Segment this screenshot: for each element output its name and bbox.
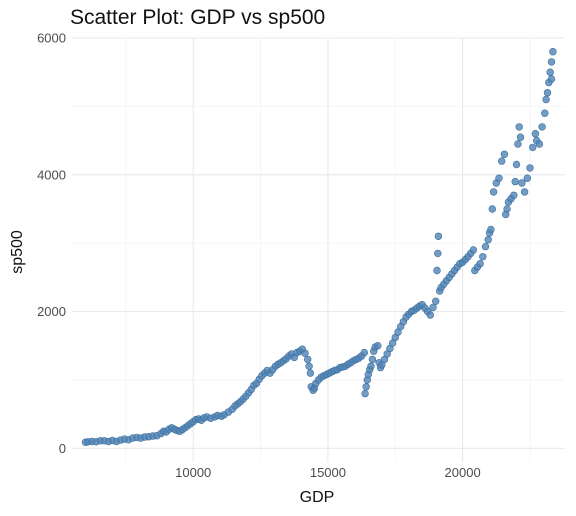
data-point [546,68,554,76]
y-tick-label: 2000 [37,304,66,319]
data-point [511,177,519,186]
data-point [481,242,490,251]
data-points [81,47,557,446]
data-point [367,362,375,370]
data-point [429,303,437,312]
data-point [531,130,540,138]
data-point [487,225,495,234]
data-point [479,253,487,261]
data-point [503,205,511,213]
data-point [498,157,506,165]
x-tick-label: 10000 [175,465,211,480]
data-point [518,179,526,187]
data-point [535,140,544,148]
data-point [489,188,498,196]
data-point [500,150,509,159]
x-tick-label: 20000 [445,465,481,480]
data-point [432,297,440,305]
data-point [510,191,518,200]
data-point [368,355,377,364]
data-point [515,123,523,131]
data-point [512,160,521,169]
data-point [433,266,441,275]
data-point [304,355,312,364]
data-point [374,342,382,350]
data-point [549,47,557,56]
y-tick-label: 0 [59,441,66,456]
data-point [547,75,556,83]
data-point [542,95,550,104]
y-tick-label: 6000 [37,31,66,46]
data-point [523,174,531,182]
data-point [547,58,556,66]
data-point [514,140,522,148]
axis-ticks: 10000 15000 20000 0 2000 4000 6000 [37,31,481,481]
data-point [426,311,434,319]
x-tick-label: 15000 [310,465,346,480]
data-point [301,349,309,357]
data-point [528,143,537,152]
data-point [516,133,525,141]
y-axis-title: sp500 [9,230,26,274]
data-point [543,88,552,97]
data-point [484,236,492,244]
data-point [434,232,443,241]
data-point [434,249,442,258]
x-axis-title: GDP [300,489,335,506]
data-point [362,383,370,391]
chart-title: Scatter Plot: GDP vs sp500 [70,6,326,29]
data-point [469,246,478,254]
data-point [488,205,496,213]
data-point [305,362,313,370]
data-point [538,123,546,131]
data-point [476,260,484,268]
data-point [541,109,549,117]
data-point [495,174,503,182]
grid [72,37,565,462]
data-point [361,389,369,398]
data-point [360,348,368,357]
y-tick-label: 4000 [37,167,66,182]
data-point [520,188,529,196]
data-point [526,164,534,172]
data-point [306,369,315,377]
